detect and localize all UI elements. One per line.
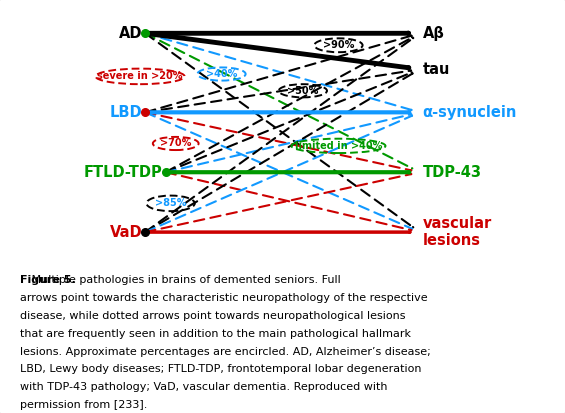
Text: disease, while dotted arrows point towards neuropathological lesions: disease, while dotted arrows point towar… [20, 311, 405, 321]
Text: limited in >40%: limited in >40% [295, 141, 382, 151]
Text: AD: AD [119, 26, 142, 41]
Text: severe in >20%: severe in >20% [97, 71, 183, 81]
Text: >90%: >90% [323, 40, 354, 50]
Text: α-synuclein: α-synuclein [423, 105, 517, 120]
Text: that are frequently seen in addition to the main pathological hallmark: that are frequently seen in addition to … [20, 329, 411, 339]
Text: Figure 5.: Figure 5. [20, 275, 76, 285]
Text: with TDP-43 pathology; VaD, vascular dementia. Reproduced with: with TDP-43 pathology; VaD, vascular dem… [20, 382, 387, 392]
Text: >50%: >50% [287, 86, 319, 96]
Text: permission from [233].: permission from [233]. [20, 400, 147, 410]
Text: VaD: VaD [110, 225, 142, 240]
Text: >85%: >85% [155, 198, 186, 209]
Text: >70%: >70% [160, 138, 192, 149]
Text: Multiple pathologies in brains of demented seniors. Full: Multiple pathologies in brains of dement… [28, 275, 341, 285]
Text: vascular
lesions: vascular lesions [423, 216, 492, 248]
Text: FTLD-TDP: FTLD-TDP [84, 165, 163, 180]
Text: TDP-43: TDP-43 [423, 165, 481, 180]
Text: LBD, Lewy body diseases; FTLD-TDP, frontotemporal lobar degeneration: LBD, Lewy body diseases; FTLD-TDP, front… [20, 364, 421, 375]
Text: lesions. Approximate percentages are encircled. AD, Alzheimer’s disease;: lesions. Approximate percentages are enc… [20, 347, 431, 356]
Text: LBD: LBD [110, 105, 142, 120]
Text: Aβ: Aβ [423, 26, 445, 41]
Text: tau: tau [423, 62, 450, 77]
Text: >40%: >40% [206, 69, 237, 79]
Text: arrows point towards the characteristic neuropathology of the respective: arrows point towards the characteristic … [20, 293, 427, 303]
